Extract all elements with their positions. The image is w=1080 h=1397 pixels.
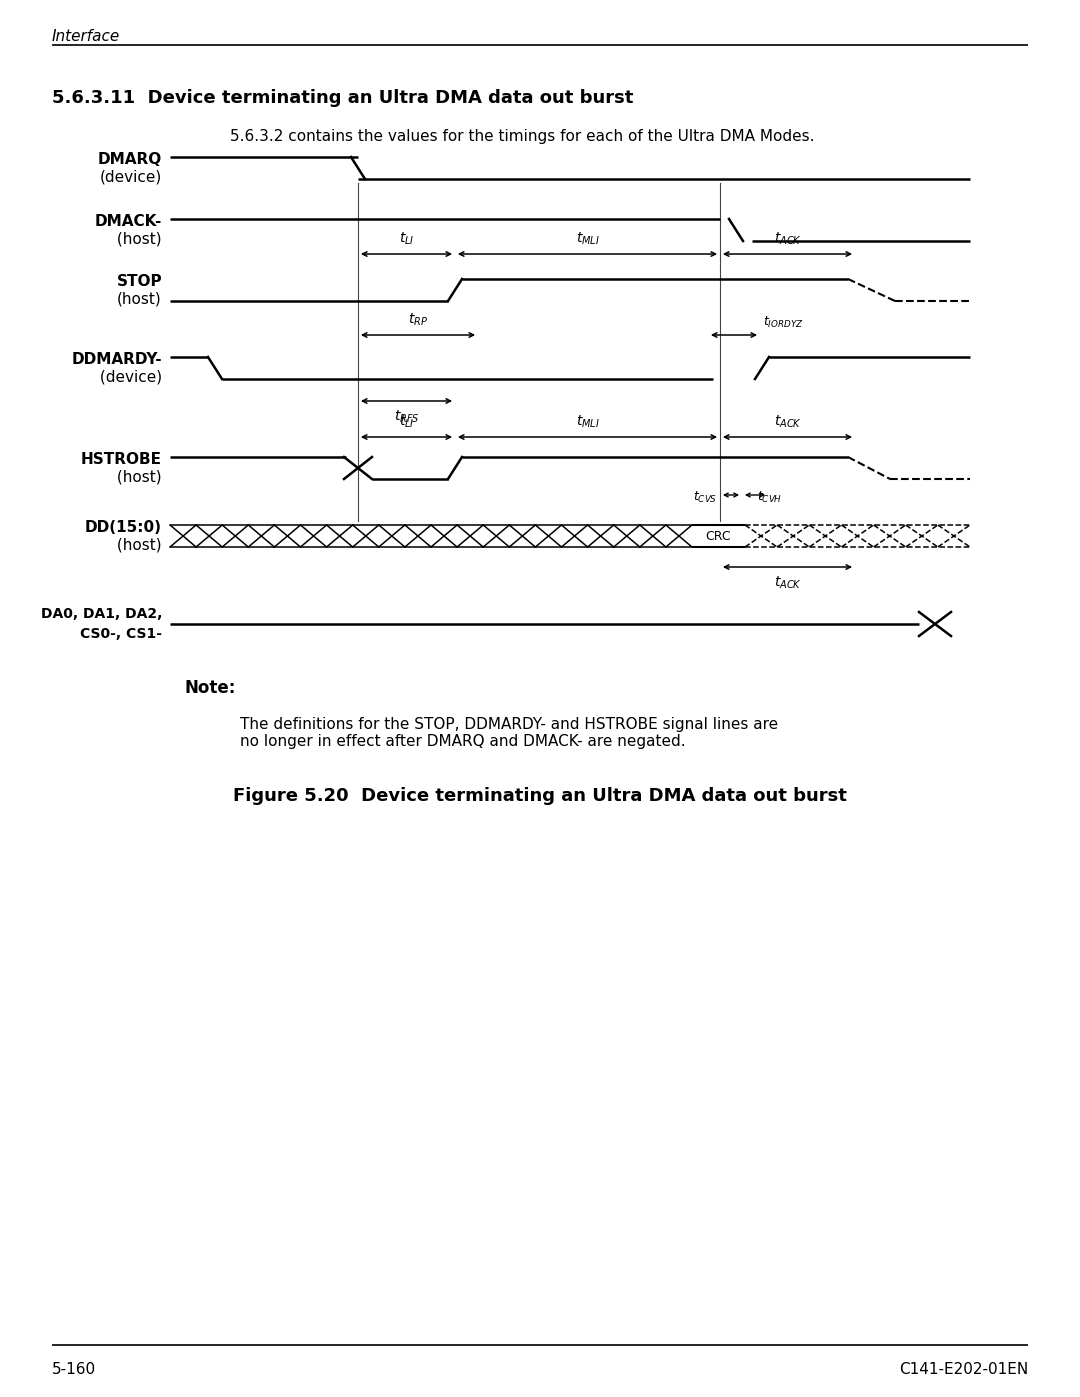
Text: $t_{ACK}$: $t_{ACK}$ <box>773 231 801 247</box>
Text: $t_{MLI}$: $t_{MLI}$ <box>576 231 599 247</box>
Text: HSTROBE: HSTROBE <box>81 451 162 467</box>
Text: 5.6.3.2 contains the values for the timings for each of the Ultra DMA Modes.: 5.6.3.2 contains the values for the timi… <box>230 129 814 144</box>
Text: (host): (host) <box>118 292 162 306</box>
Text: C141-E202-01EN: C141-E202-01EN <box>899 1362 1028 1377</box>
Text: $t_{MLI}$: $t_{MLI}$ <box>576 414 599 430</box>
Text: (device): (device) <box>95 369 162 384</box>
Text: $t_{ACK}$: $t_{ACK}$ <box>773 576 801 591</box>
Text: DA0, DA1, DA2,: DA0, DA1, DA2, <box>41 608 162 622</box>
Text: (host): (host) <box>112 538 162 552</box>
Text: CS0-, CS1-: CS0-, CS1- <box>80 627 162 641</box>
Text: DD(15:0): DD(15:0) <box>85 520 162 535</box>
Text: Interface: Interface <box>52 29 120 43</box>
Text: $t_{IORDYZ}$: $t_{IORDYZ}$ <box>762 314 804 330</box>
Text: The definitions for the STOP, DDMARDY- and HSTROBE signal lines are
no longer in: The definitions for the STOP, DDMARDY- a… <box>240 717 778 749</box>
Text: DMARQ: DMARQ <box>98 151 162 166</box>
Text: $t_{RP}$: $t_{RP}$ <box>408 312 428 328</box>
Text: $t_{CVS}$: $t_{CVS}$ <box>692 489 717 504</box>
Text: $t_{LI}$: $t_{LI}$ <box>399 414 415 430</box>
Text: $t_{LI}$: $t_{LI}$ <box>399 231 415 247</box>
Text: STOP: STOP <box>117 274 162 289</box>
Text: 5-160: 5-160 <box>52 1362 96 1377</box>
Text: DDMARDY-: DDMARDY- <box>71 352 162 366</box>
Text: (device): (device) <box>99 169 162 184</box>
Text: $t_{ACK}$: $t_{ACK}$ <box>773 414 801 430</box>
Text: $t_{CVH}$: $t_{CVH}$ <box>757 489 782 504</box>
Text: CRC: CRC <box>705 529 731 542</box>
Text: Figure 5.20  Device terminating an Ultra DMA data out burst: Figure 5.20 Device terminating an Ultra … <box>233 787 847 805</box>
Text: (host): (host) <box>112 469 162 485</box>
Text: DMACK-: DMACK- <box>95 214 162 229</box>
Text: (host): (host) <box>112 232 162 246</box>
Text: $t_{RFS}$: $t_{RFS}$ <box>394 409 419 426</box>
Text: Note:: Note: <box>185 679 237 697</box>
Text: 5.6.3.11  Device terminating an Ultra DMA data out burst: 5.6.3.11 Device terminating an Ultra DMA… <box>52 89 633 108</box>
